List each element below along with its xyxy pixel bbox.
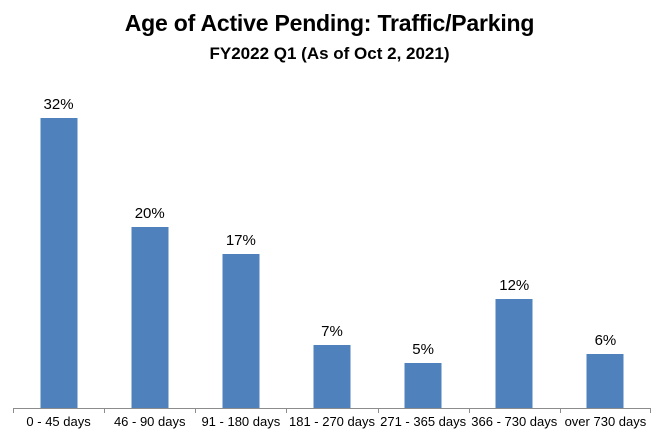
x-axis-label: over 730 days <box>564 414 647 429</box>
bar-value-label: 7% <box>321 322 343 340</box>
chart-title: Age of Active Pending: Traffic/Parking <box>124 10 535 36</box>
x-axis-label: 181 - 270 days <box>288 414 375 429</box>
bar-slot: 6% <box>560 91 651 408</box>
bar-slots: 32% 20% 17% 7% 5% 12% 6% <box>13 91 651 408</box>
bar-value-label: 32% <box>43 96 74 114</box>
x-axis-labels: 0 - 45 days 46 - 90 days 91 - 180 days 181 … <box>13 414 651 429</box>
x-axis-label: 0 - 45 days <box>26 414 91 429</box>
bar-value-label: 20% <box>134 204 165 222</box>
axis-tick <box>559 408 561 413</box>
axis-tick <box>13 408 14 413</box>
bar <box>586 353 624 408</box>
bar-value-label: 5% <box>412 340 434 358</box>
axis-tick <box>286 408 288 413</box>
axis-tick <box>468 408 470 413</box>
bar <box>495 299 533 408</box>
x-axis-label: 366 - 730 days <box>471 414 558 429</box>
axis-tick <box>104 408 106 413</box>
x-axis-label: 91 - 180 days <box>201 414 281 429</box>
bar-value-label: 12% <box>499 277 530 295</box>
x-axis-label: 46 - 90 days <box>113 414 186 429</box>
bar-slot: 7% <box>286 91 377 408</box>
bar-slot: 5% <box>378 91 469 408</box>
bar <box>222 254 260 408</box>
bar <box>313 344 351 408</box>
plot-area: 32% 20% 17% 7% 5% 12% 6% <box>13 91 651 413</box>
bar-slot: 32% <box>13 91 104 408</box>
axis-tick <box>377 408 379 413</box>
bar <box>131 226 169 408</box>
bar-value-label: 6% <box>594 331 617 349</box>
bar-value-label: 17% <box>225 232 256 250</box>
bar-slot: 17% <box>195 91 286 408</box>
bar <box>40 118 78 408</box>
bar-slot: 12% <box>469 91 560 408</box>
axis-tick <box>650 408 651 413</box>
axis-tick <box>195 408 197 413</box>
x-axis-label: 271 - 365 days <box>380 414 467 429</box>
x-axis-line <box>13 408 651 409</box>
bar-slot: 20% <box>104 91 195 408</box>
chart-subtitle: FY2022 Q1 (As of Oct 2, 2021) <box>209 44 450 63</box>
bar <box>404 362 442 408</box>
